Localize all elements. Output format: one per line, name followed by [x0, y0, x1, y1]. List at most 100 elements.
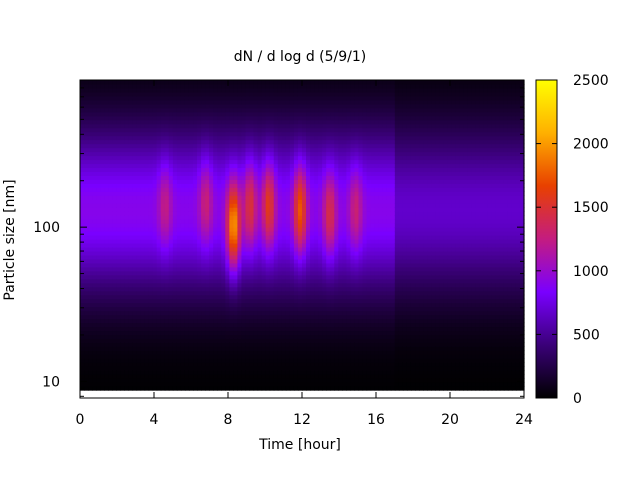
heatmap-cell	[302, 342, 307, 347]
heatmap-cell	[229, 306, 234, 312]
heatmap-cell	[144, 346, 150, 351]
heatmap-cell	[318, 115, 323, 121]
heatmap-cell	[136, 338, 142, 343]
heatmap-cell	[297, 242, 303, 248]
heatmap-cell	[233, 151, 239, 157]
heatmap-cell	[257, 346, 263, 351]
heatmap-cell	[132, 83, 138, 89]
heatmap-cell	[116, 207, 121, 212]
heatmap-cell	[84, 235, 89, 240]
heatmap-cell	[128, 314, 134, 320]
heatmap-cell	[326, 219, 331, 224]
heatmap-cell	[180, 239, 186, 244]
heatmap-cell	[225, 99, 230, 105]
heatmap-cell	[84, 111, 89, 117]
heatmap-cell	[237, 223, 243, 228]
heatmap-cell	[277, 199, 283, 204]
heatmap-cell	[80, 171, 85, 176]
heatmap-cell	[326, 223, 331, 228]
heatmap-cell	[193, 159, 198, 165]
heatmap-cell	[164, 99, 170, 105]
heatmap-cell	[100, 239, 105, 244]
heatmap-cell	[184, 298, 190, 304]
heatmap-cell	[193, 127, 198, 133]
heatmap-cell	[172, 374, 178, 379]
heatmap-cell	[330, 80, 335, 85]
heatmap-cell	[322, 191, 327, 196]
heatmap-cell	[217, 151, 222, 157]
heatmap-cell	[92, 191, 97, 196]
heatmap-cell	[144, 227, 150, 232]
heatmap-cell	[144, 219, 150, 224]
heatmap-cell	[112, 159, 117, 165]
heatmap-cell	[289, 354, 295, 359]
heatmap-cell	[209, 111, 214, 117]
heatmap-cell	[80, 167, 85, 173]
heatmap-cell	[188, 262, 194, 268]
heatmap-cell	[108, 250, 113, 256]
heatmap-cell	[322, 195, 327, 200]
heatmap-cell	[100, 179, 105, 184]
heatmap-cell	[180, 334, 186, 339]
heatmap-cell	[237, 135, 243, 141]
heatmap-cell	[132, 239, 138, 244]
heatmap-cell	[293, 358, 299, 363]
heatmap-cell	[289, 147, 295, 153]
heatmap-cell	[168, 179, 174, 184]
heatmap-cell	[253, 203, 259, 208]
heatmap-cell	[261, 358, 267, 363]
heatmap-cell	[213, 223, 218, 228]
heatmap-cell	[310, 147, 315, 153]
heatmap-cell	[188, 171, 194, 176]
heatmap-cell	[112, 175, 117, 180]
heatmap-cell	[193, 278, 198, 284]
heatmap-cell	[156, 374, 162, 379]
heatmap-cell	[164, 266, 170, 272]
heatmap-cell	[245, 298, 251, 304]
heatmap-cell	[205, 298, 210, 304]
heatmap-cell	[116, 103, 121, 109]
heatmap-cell	[213, 254, 218, 260]
heatmap-cell	[205, 342, 210, 347]
heatmap-cell	[245, 322, 251, 328]
heatmap-cell	[302, 298, 307, 304]
heatmap-cell	[289, 211, 295, 216]
heatmap-cell	[80, 107, 85, 113]
heatmap-cell	[197, 370, 202, 375]
heatmap-cell	[277, 143, 283, 149]
heatmap-cell	[293, 127, 299, 133]
heatmap-cell	[322, 175, 327, 180]
heatmap-cell	[116, 91, 121, 97]
heatmap-cell	[132, 187, 138, 192]
heatmap-cell	[281, 143, 287, 149]
heatmap-cell	[80, 155, 85, 161]
heatmap-cell	[164, 290, 170, 296]
heatmap-cell	[221, 330, 226, 335]
heatmap-cell	[225, 318, 230, 324]
heatmap-cell	[176, 294, 182, 300]
heatmap-cell	[172, 83, 178, 89]
heatmap-cell	[261, 239, 267, 244]
heatmap-cell	[188, 115, 194, 121]
heatmap-cell	[84, 298, 89, 304]
heatmap-cell	[302, 199, 307, 204]
heatmap-cell	[285, 155, 291, 161]
heatmap-cell	[318, 254, 323, 260]
heatmap-cell	[100, 370, 105, 375]
heatmap-cell	[176, 227, 182, 232]
heatmap-cell	[160, 326, 166, 332]
heatmap-cell	[116, 310, 121, 316]
heatmap-cell	[144, 95, 150, 101]
heatmap-cell	[241, 107, 247, 113]
heatmap-cell	[116, 151, 121, 157]
heatmap-cell	[197, 258, 202, 264]
heatmap-cell	[197, 223, 202, 228]
heatmap-cell	[281, 246, 287, 252]
heatmap-cell	[310, 179, 315, 184]
heatmap-cell	[184, 199, 190, 204]
heatmap-cell	[188, 111, 194, 117]
heatmap-cell	[289, 199, 295, 204]
heatmap-cell	[104, 278, 109, 284]
heatmap-cell	[80, 183, 85, 188]
heatmap-cell	[261, 362, 267, 367]
